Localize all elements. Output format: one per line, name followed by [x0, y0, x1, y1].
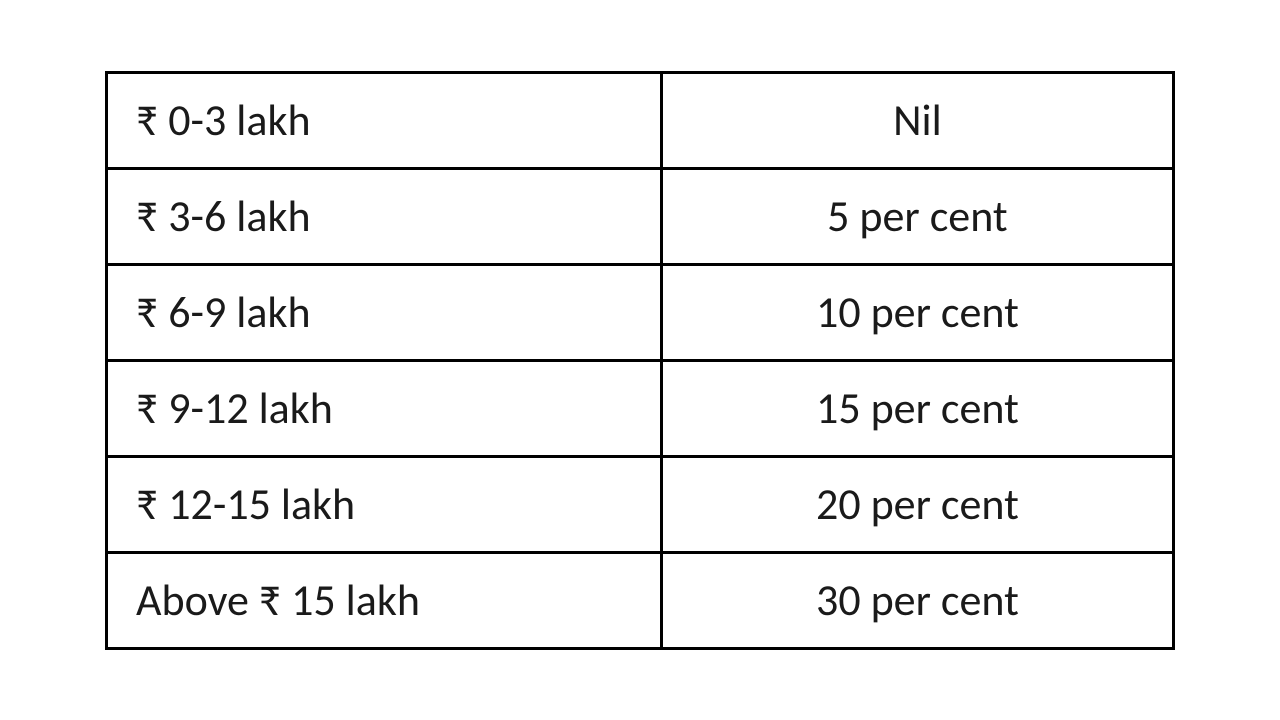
rate-cell: 10 per cent [661, 264, 1173, 360]
rate-cell: 30 per cent [661, 552, 1173, 648]
table-row: ₹ 9-12 lakh 15 per cent [107, 360, 1174, 456]
table-row: Above ₹ 15 lakh 30 per cent [107, 552, 1174, 648]
rate-cell: 20 per cent [661, 456, 1173, 552]
rate-cell: 15 per cent [661, 360, 1173, 456]
tax-slab-table-container: ₹ 0-3 lakh Nil ₹ 3-6 lakh 5 per cent ₹ 6… [105, 71, 1175, 650]
slab-cell: ₹ 6-9 lakh [107, 264, 662, 360]
table-row: ₹ 12-15 lakh 20 per cent [107, 456, 1174, 552]
tax-slab-table: ₹ 0-3 lakh Nil ₹ 3-6 lakh 5 per cent ₹ 6… [105, 71, 1175, 650]
slab-cell: ₹ 12-15 lakh [107, 456, 662, 552]
table-row: ₹ 0-3 lakh Nil [107, 72, 1174, 168]
table-row: ₹ 3-6 lakh 5 per cent [107, 168, 1174, 264]
slab-cell: ₹ 3-6 lakh [107, 168, 662, 264]
slab-cell: Above ₹ 15 lakh [107, 552, 662, 648]
rate-cell: Nil [661, 72, 1173, 168]
rate-cell: 5 per cent [661, 168, 1173, 264]
slab-cell: ₹ 0-3 lakh [107, 72, 662, 168]
slab-cell: ₹ 9-12 lakh [107, 360, 662, 456]
table-row: ₹ 6-9 lakh 10 per cent [107, 264, 1174, 360]
